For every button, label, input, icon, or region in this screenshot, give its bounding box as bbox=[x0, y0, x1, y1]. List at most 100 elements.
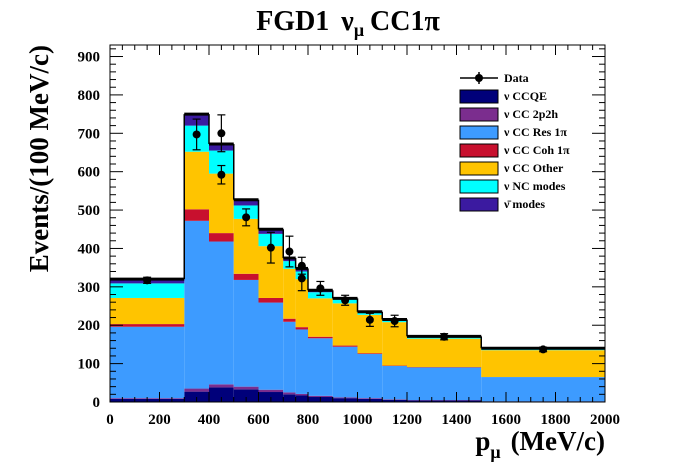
bar-series-4-bin-3 bbox=[233, 218, 259, 274]
data-point-0 bbox=[143, 276, 152, 285]
x-tick-label-8: 1600 bbox=[491, 412, 521, 428]
bar-series-2-bin-11 bbox=[407, 367, 482, 401]
data-point-10 bbox=[341, 294, 350, 306]
legend-item-4: ν CC Other bbox=[459, 161, 564, 176]
title-nu: ν bbox=[340, 6, 354, 37]
title-detector: FGD1 bbox=[256, 6, 329, 37]
legend-item-6: ν̄ modes bbox=[459, 197, 545, 212]
legend-item-0: ν CCQE bbox=[459, 89, 547, 104]
data-point-9 bbox=[316, 280, 325, 296]
xlabel-p: p bbox=[475, 426, 490, 456]
data-marker-13 bbox=[440, 332, 449, 341]
legend-label-5: ν NC modes bbox=[503, 179, 566, 193]
data-marker-2 bbox=[217, 129, 226, 138]
legend-swatch-6 bbox=[459, 197, 499, 212]
legend-item-5: ν NC modes bbox=[459, 179, 566, 194]
data-point-6 bbox=[285, 235, 294, 268]
x-tick-label-6: 1200 bbox=[392, 412, 422, 428]
bar-series-4-bin-7 bbox=[308, 298, 333, 337]
axes: 0 200 400 600 800 1000 1200 1400 1600 1800 2000 0 10… bbox=[78, 45, 620, 428]
x-tick-label-9: 1800 bbox=[541, 412, 571, 428]
legend-swatch-2 bbox=[459, 125, 499, 140]
legend-item-3: ν CC Coh 1π bbox=[459, 143, 570, 158]
data-point-13 bbox=[440, 332, 449, 341]
data-marker-0 bbox=[143, 276, 152, 285]
bar-series-4-bin-12 bbox=[481, 350, 605, 378]
bar-series-1-bin-5 bbox=[283, 392, 296, 395]
data-point-5 bbox=[266, 231, 275, 264]
legend-swatch-3 bbox=[459, 143, 499, 158]
bar-series-0-bin-3 bbox=[233, 389, 259, 402]
bar-series-4-bin-5 bbox=[283, 268, 296, 319]
bar-series-6-bin-4 bbox=[258, 229, 284, 234]
legend: Data ν CCQE ν CC 2p2h ν CC Res 1π ν CC Coh 1… bbox=[459, 71, 570, 212]
data-marker-11 bbox=[365, 315, 374, 324]
data-marker-8 bbox=[297, 274, 306, 283]
y-tick-label-8: 800 bbox=[78, 88, 101, 104]
xlabel-mu-subscript: μ bbox=[490, 442, 500, 462]
xlabel-units: (MeV/c) bbox=[511, 426, 605, 456]
x-tick-label-10: 2000 bbox=[590, 412, 620, 428]
chart-title: FGD1 νμ CC1π bbox=[256, 6, 440, 40]
bar-series-4-bin-8 bbox=[332, 303, 358, 346]
legend-label-6: ν̄ modes bbox=[503, 197, 545, 211]
bar-series-4-bin-0 bbox=[110, 297, 185, 325]
bar-series-3-bin-4 bbox=[258, 297, 284, 303]
data-marker-12 bbox=[390, 317, 399, 326]
y-axis-label: Events/(100 MeV/c) bbox=[24, 45, 54, 272]
data-marker-9 bbox=[316, 284, 325, 293]
data-point-4 bbox=[242, 208, 251, 227]
bar-series-6-bin-3 bbox=[233, 199, 259, 206]
legend-data-label: Data bbox=[504, 71, 529, 85]
data-marker-3 bbox=[217, 170, 226, 179]
bar-series-1-bin-4 bbox=[258, 389, 284, 393]
x-tick-label-3: 600 bbox=[247, 412, 270, 428]
data-marker-1 bbox=[192, 130, 201, 139]
bar-series-3-bin-3 bbox=[233, 273, 259, 280]
series-3 bbox=[110, 209, 482, 368]
bar-series-3-bin-8 bbox=[332, 345, 358, 347]
x-tick-label-7: 1400 bbox=[442, 412, 472, 428]
y-tick-label-3: 300 bbox=[78, 280, 101, 296]
bar-series-1-bin-1 bbox=[184, 388, 209, 392]
bar-series-3-bin-9 bbox=[357, 353, 383, 355]
data-point-1 bbox=[192, 118, 201, 151]
bar-series-3-bin-7 bbox=[308, 336, 333, 339]
bar-series-3-bin-6 bbox=[295, 327, 308, 330]
data-marker-4 bbox=[242, 213, 251, 222]
y-tick-label-0: 0 bbox=[93, 395, 101, 411]
legend-label-4: ν CC Other bbox=[503, 161, 564, 175]
x-axis-label: pμ (MeV/c) bbox=[475, 426, 605, 462]
bar-series-2-bin-9 bbox=[357, 354, 383, 399]
data-point-14 bbox=[539, 345, 548, 354]
stacked-histogram bbox=[110, 114, 605, 402]
y-tick-label-6: 600 bbox=[78, 165, 101, 181]
x-tick-label-0: 0 bbox=[106, 412, 114, 428]
x-tick-label-5: 1000 bbox=[343, 412, 373, 428]
bar-series-2-bin-10 bbox=[382, 365, 407, 400]
legend-label-1: ν CC 2p2h bbox=[503, 107, 558, 121]
bar-series-0-bin-6 bbox=[295, 395, 308, 402]
bar-series-4-bin-10 bbox=[382, 322, 407, 366]
data-point-12 bbox=[390, 314, 399, 328]
bar-series-2-bin-3 bbox=[233, 279, 259, 387]
bar-series-2-bin-2 bbox=[209, 241, 234, 385]
legend-swatch-1 bbox=[459, 107, 499, 122]
bar-series-2-bin-1 bbox=[184, 220, 209, 389]
bar-series-3-bin-0 bbox=[110, 324, 185, 327]
x-tick-label-4: 800 bbox=[297, 412, 320, 428]
data-marker-5 bbox=[266, 243, 275, 252]
legend-data-marker bbox=[475, 74, 483, 82]
legend-label-2: ν CC Res 1π bbox=[503, 125, 567, 139]
bar-series-2-bin-7 bbox=[308, 338, 333, 396]
legend-item-data: Data bbox=[460, 71, 529, 85]
data-marker-6 bbox=[285, 247, 294, 256]
data-point-11 bbox=[365, 312, 374, 327]
bar-series-3-bin-5 bbox=[283, 318, 296, 322]
legend-swatch-0 bbox=[459, 89, 499, 104]
bar-series-1-bin-3 bbox=[233, 386, 259, 390]
data-point-8 bbox=[297, 265, 306, 292]
bar-series-2-bin-8 bbox=[332, 346, 358, 398]
data-marker-10 bbox=[341, 296, 350, 305]
legend-swatch-5 bbox=[459, 179, 499, 194]
